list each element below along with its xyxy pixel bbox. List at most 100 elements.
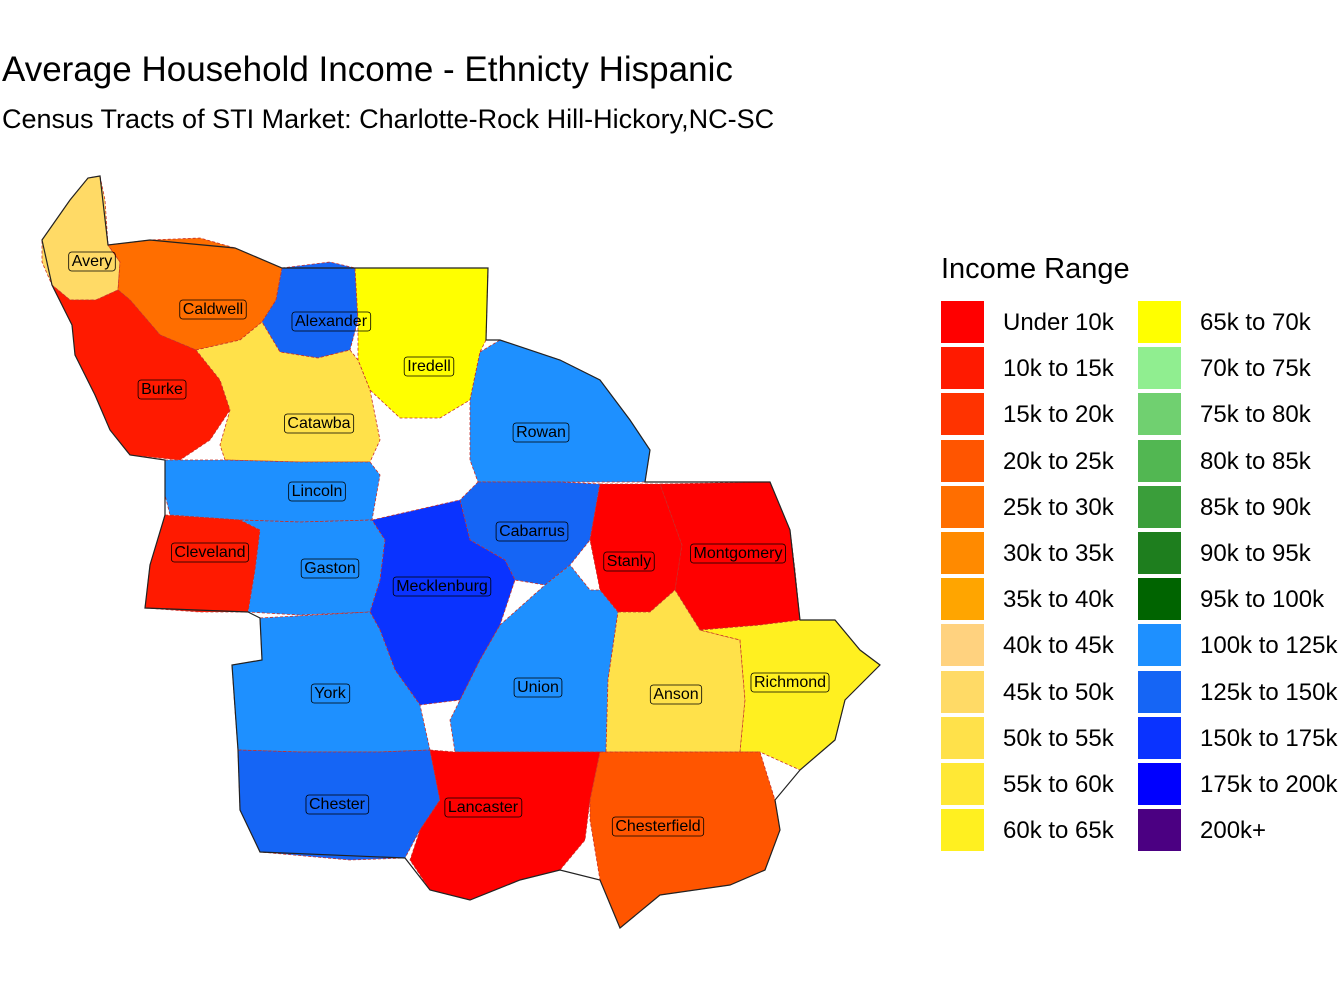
county-label-lincoln: Lincoln bbox=[288, 481, 346, 502]
legend-item: 35k to 40k bbox=[941, 578, 1141, 624]
legend-item: 60k to 65k bbox=[941, 809, 1141, 855]
county-label-box bbox=[611, 816, 705, 837]
legend-label: 65k to 70k bbox=[1200, 309, 1311, 336]
legend-item: 70k to 75k bbox=[1138, 347, 1338, 393]
legend-label: 60k to 65k bbox=[1003, 817, 1114, 845]
legend-label: 30k to 35k bbox=[1003, 539, 1114, 567]
legend-swatch bbox=[1138, 624, 1181, 667]
county-catawba bbox=[195, 321, 381, 463]
county-name: Avery bbox=[72, 253, 113, 270]
county-label-box bbox=[68, 251, 116, 272]
legend-swatch bbox=[941, 670, 984, 713]
county-label-catawba: Catawba bbox=[284, 413, 355, 434]
legend-item: 65k to 70k bbox=[1138, 301, 1338, 347]
legend-swatch bbox=[941, 762, 984, 805]
county-label-iredell: Iredell bbox=[403, 356, 455, 377]
legend-label: 125k to 150k bbox=[1200, 678, 1338, 706]
legend-item: 200k+ bbox=[1138, 809, 1338, 855]
county-label-alexander: Alexander bbox=[291, 311, 372, 332]
legend-column-2: 65k to 70k 70k to 75k 75k to 80k 80k to 85k… bbox=[1138, 301, 1338, 855]
county-label-cleveland: Cleveland bbox=[171, 542, 249, 563]
legend-label: 10k to 15k bbox=[1003, 355, 1114, 383]
county-name: Alexander bbox=[295, 313, 368, 330]
county-name: Stanly bbox=[607, 553, 651, 570]
county-label-montgomery: Montgomery bbox=[690, 543, 786, 564]
county-name: Richmond bbox=[754, 674, 826, 691]
legend-swatch bbox=[1138, 762, 1181, 805]
legend-title: Income Range bbox=[941, 253, 1130, 285]
county-name: Anson bbox=[653, 686, 698, 703]
county-label-box bbox=[284, 413, 355, 434]
legend-swatch bbox=[1138, 301, 1181, 343]
legend-label: 20k to 25k bbox=[1003, 447, 1114, 475]
legend-label: 80k to 85k bbox=[1200, 447, 1311, 475]
legend-label: 85k to 90k bbox=[1200, 493, 1311, 521]
legend-swatch bbox=[1138, 578, 1181, 621]
legend-item: 40k to 45k bbox=[941, 624, 1141, 670]
legend-label: 75k to 80k bbox=[1200, 401, 1311, 429]
legend-item: 10k to 15k bbox=[941, 347, 1141, 393]
county-label-box bbox=[171, 542, 249, 563]
legend-swatch bbox=[1138, 439, 1181, 482]
legend-item: 15k to 20k bbox=[941, 393, 1141, 439]
legend-swatch bbox=[1138, 716, 1181, 759]
legend-swatch bbox=[941, 624, 984, 667]
legend-item: 125k to 150k bbox=[1138, 670, 1338, 717]
county-name: Catawba bbox=[287, 415, 350, 432]
legend-label: 70k to 75k bbox=[1200, 355, 1311, 383]
legend-label: 55k to 60k bbox=[1003, 770, 1114, 798]
county-label-rowan: Rowan bbox=[512, 422, 570, 443]
county-label-union: Union bbox=[513, 677, 563, 698]
county-lancaster bbox=[409, 749, 601, 901]
county-label-stanly: Stanly bbox=[603, 551, 655, 572]
county-name: Lincoln bbox=[292, 483, 343, 500]
legend-item: 25k to 30k bbox=[941, 485, 1141, 532]
county-name: Lancaster bbox=[448, 799, 519, 816]
legend-item: 20k to 25k bbox=[941, 439, 1141, 486]
legend-swatch bbox=[941, 347, 984, 390]
county-label-box bbox=[403, 356, 455, 377]
county-label-box bbox=[288, 481, 346, 502]
map-title: Average Household Income - Ethnicty Hisp… bbox=[2, 50, 733, 89]
county-label-box bbox=[300, 558, 360, 579]
county-label-box bbox=[512, 422, 570, 443]
county-stanly bbox=[589, 483, 683, 613]
county-alexander bbox=[261, 261, 359, 359]
legend-label: 200k+ bbox=[1200, 817, 1267, 845]
legend-swatch bbox=[941, 531, 984, 574]
county-cleveland bbox=[144, 514, 261, 613]
county-name: Mecklenburg bbox=[396, 578, 488, 595]
county-anson bbox=[605, 589, 746, 753]
county-label-avery: Avery bbox=[68, 251, 116, 272]
county-gaston bbox=[239, 519, 386, 616]
legend-swatch bbox=[1138, 809, 1181, 852]
county-label-lancaster: Lancaster bbox=[444, 797, 523, 818]
legend-label: 50k to 55k bbox=[1003, 724, 1114, 752]
county-name: Montgomery bbox=[694, 545, 783, 562]
legend-label: 100k to 125k bbox=[1200, 632, 1338, 660]
county-label-box bbox=[750, 672, 830, 693]
county-lincoln bbox=[164, 459, 381, 523]
legend-swatch bbox=[941, 485, 984, 528]
county-name: Iredell bbox=[407, 358, 451, 375]
county-name: Cabarrus bbox=[499, 523, 565, 540]
legend-label: 40k to 45k bbox=[1003, 632, 1114, 660]
county-label-box bbox=[495, 521, 569, 542]
county-avery bbox=[41, 175, 121, 301]
legend-swatch bbox=[1138, 347, 1181, 390]
county-label-box bbox=[291, 311, 372, 332]
legend-swatch bbox=[1138, 393, 1181, 436]
legend-item: Under 10k bbox=[941, 301, 1141, 347]
legend-item: 50k to 55k bbox=[941, 716, 1141, 763]
choropleth-map: Avery Caldwell Alexander Iredell Burke Catawb… bbox=[41, 175, 881, 929]
legend-label: 35k to 40k bbox=[1003, 586, 1114, 614]
county-label-burke: Burke bbox=[137, 379, 187, 400]
legend-label: 95k to 100k bbox=[1200, 586, 1325, 614]
legend-item: 90k to 95k bbox=[1138, 531, 1338, 578]
county-name: Gaston bbox=[304, 560, 356, 577]
legend-label: 90k to 95k bbox=[1200, 539, 1311, 567]
legend-label: 25k to 30k bbox=[1003, 493, 1114, 521]
legend-label: Under 10k bbox=[1003, 309, 1114, 336]
legend-item: 175k to 200k bbox=[1138, 762, 1338, 809]
legend-item: 75k to 80k bbox=[1138, 393, 1338, 439]
